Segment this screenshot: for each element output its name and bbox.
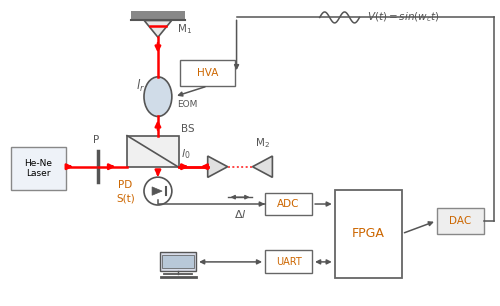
FancyBboxPatch shape — [162, 255, 194, 268]
Text: S(t): S(t) — [116, 194, 135, 204]
Text: $l_0$: $l_0$ — [182, 147, 191, 162]
Text: $V(t)=sin(w_c t)$: $V(t)=sin(w_c t)$ — [367, 11, 440, 24]
Circle shape — [144, 177, 172, 205]
Text: $\Delta l$: $\Delta l$ — [234, 208, 246, 220]
Polygon shape — [252, 156, 272, 177]
Polygon shape — [127, 136, 179, 167]
Text: PD: PD — [118, 180, 132, 190]
FancyBboxPatch shape — [180, 60, 235, 86]
FancyBboxPatch shape — [436, 208, 484, 234]
FancyBboxPatch shape — [11, 147, 66, 189]
Text: UART: UART — [276, 257, 301, 267]
Ellipse shape — [144, 77, 172, 117]
Text: FPGA: FPGA — [352, 227, 384, 240]
Text: M$_1$: M$_1$ — [176, 22, 192, 36]
Polygon shape — [152, 187, 162, 195]
Polygon shape — [144, 21, 172, 37]
Text: HVA: HVA — [197, 68, 218, 78]
FancyBboxPatch shape — [130, 11, 186, 21]
Text: EOM: EOM — [177, 100, 197, 109]
FancyBboxPatch shape — [265, 192, 312, 215]
Text: ADC: ADC — [278, 199, 300, 209]
FancyBboxPatch shape — [265, 251, 312, 273]
Text: P: P — [92, 135, 99, 145]
FancyBboxPatch shape — [160, 252, 196, 271]
Text: DAC: DAC — [449, 216, 471, 226]
Text: $l_r$: $l_r$ — [136, 78, 145, 94]
Text: He-Ne
Laser: He-Ne Laser — [24, 159, 52, 178]
FancyBboxPatch shape — [334, 189, 402, 278]
Text: BS: BS — [182, 124, 195, 134]
Text: M$_2$: M$_2$ — [255, 136, 270, 150]
Polygon shape — [208, 156, 228, 177]
